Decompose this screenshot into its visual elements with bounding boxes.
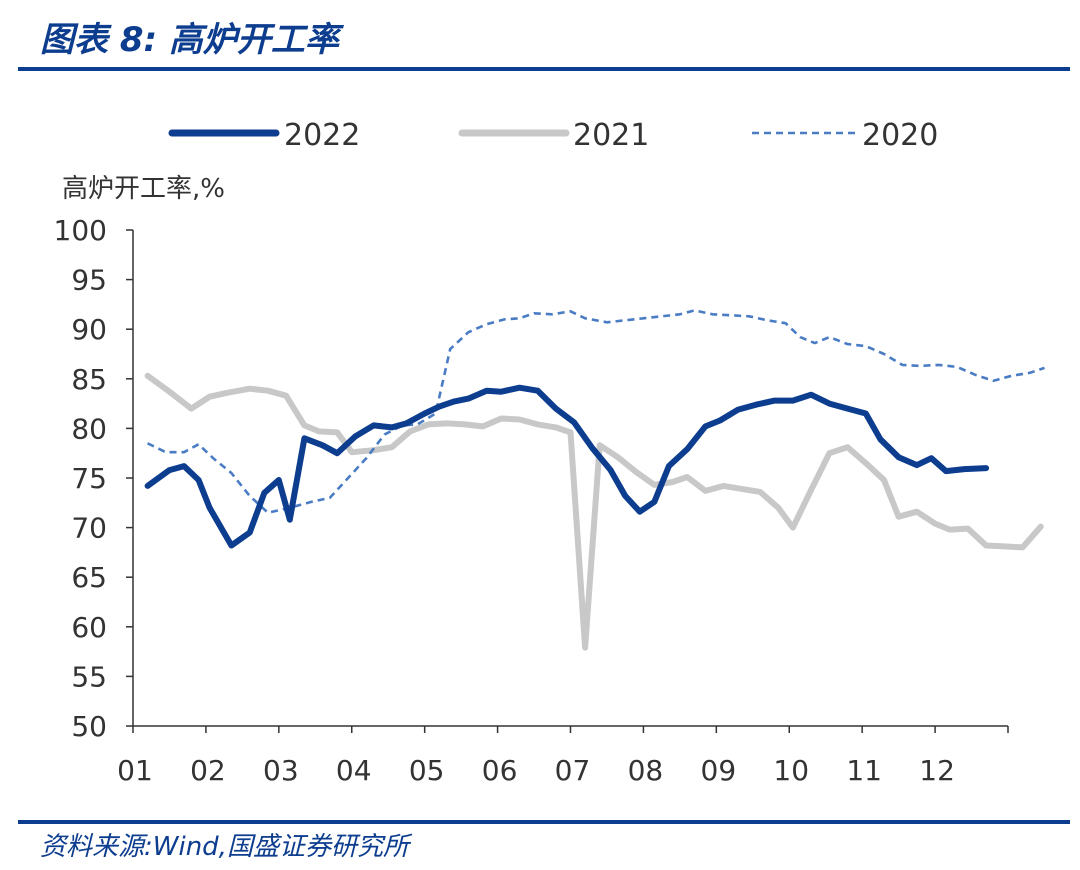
series-line-2021 bbox=[144, 372, 1044, 651]
x-tick-label: 10 bbox=[773, 754, 809, 787]
x-tick-label: 07 bbox=[555, 754, 591, 787]
x-tick-label: 03 bbox=[263, 754, 299, 787]
x-tick-label: 05 bbox=[409, 754, 445, 787]
y-tick-label: 85 bbox=[71, 363, 107, 396]
source-note: 资料来源:Wind,国盛证券研究所 bbox=[40, 832, 409, 862]
y-tick-label: 65 bbox=[71, 561, 107, 594]
y-axis-title: 高炉开工率,% bbox=[62, 174, 225, 204]
figure-title: 图表 8: 高炉开工率 bbox=[40, 20, 339, 60]
x-tick-label: 08 bbox=[628, 754, 664, 787]
series-line-2022 bbox=[144, 384, 990, 549]
x-tick-label: 04 bbox=[336, 754, 372, 787]
x-tick-label: 02 bbox=[190, 754, 226, 787]
y-tick-label: 60 bbox=[71, 611, 107, 644]
axes: 100 95 90 85 80 75 70 65 60 55 50 01 02 03 04 05 06 07 08 0… bbox=[54, 214, 1009, 787]
footer-rule bbox=[18, 820, 1070, 824]
y-tick-label: 90 bbox=[71, 313, 107, 346]
y-tick-label: 70 bbox=[71, 512, 107, 545]
title-rule bbox=[18, 67, 1070, 71]
x-tick-label: 01 bbox=[117, 754, 153, 787]
legend: 2022 2021 2020 bbox=[168, 118, 938, 153]
x-tick-label: 12 bbox=[919, 754, 955, 787]
y-tick-label: 95 bbox=[71, 264, 107, 297]
legend-label-2020: 2020 bbox=[862, 118, 938, 153]
y-tick-label: 50 bbox=[71, 710, 107, 743]
x-tick-label: 06 bbox=[482, 754, 518, 787]
line-chart: 2022 2021 2020 高炉开工率,% 100 95 90 85 80 75 70 65 60… bbox=[54, 118, 1045, 787]
y-tick-label: 55 bbox=[71, 660, 107, 693]
series-layer bbox=[144, 309, 1045, 651]
x-tick-label: 11 bbox=[846, 754, 882, 787]
x-tick-label: 09 bbox=[701, 754, 737, 787]
legend-label-2021: 2021 bbox=[573, 118, 649, 153]
legend-label-2022: 2022 bbox=[284, 118, 360, 153]
y-tick-label: 80 bbox=[71, 412, 107, 445]
series-line-2020 bbox=[147, 309, 1045, 515]
y-tick-label: 100 bbox=[54, 214, 107, 247]
y-tick-label: 75 bbox=[71, 462, 107, 495]
